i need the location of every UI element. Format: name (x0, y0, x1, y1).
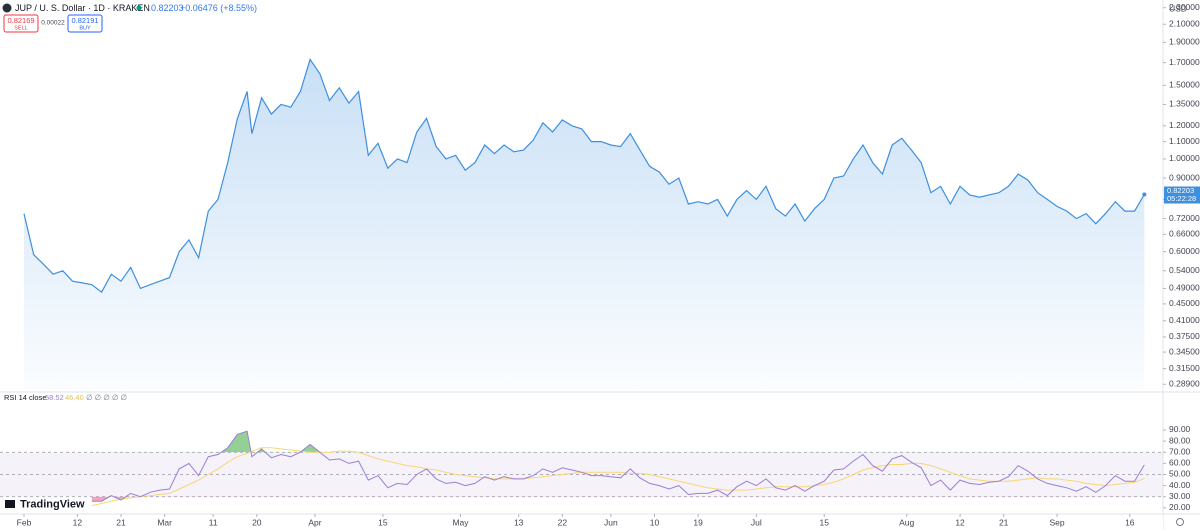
x-tick-label: Aug (899, 517, 914, 527)
x-tick-label: 12 (955, 517, 965, 527)
x-tick-label: 12 (73, 517, 83, 527)
x-tick-label: Feb (17, 517, 32, 527)
y-tick-label: 0.45000 (1169, 298, 1200, 308)
x-tick-label: 16 (1125, 517, 1135, 527)
x-tick-label: 22 (558, 517, 568, 527)
y-tick-label: 40.00 (1169, 480, 1191, 490)
brand-name: TradingView (20, 498, 85, 510)
time-axis-bg (0, 515, 1163, 530)
rsi-ma-last: 46.40 (65, 393, 84, 402)
oversold-fill (91, 496, 126, 502)
y-tick-label: 50.00 (1169, 469, 1191, 479)
y-tick-label: 0.90000 (1169, 172, 1200, 182)
rsi-line (91, 430, 1145, 502)
y-tick-label: 0.37500 (1169, 331, 1200, 341)
price-panel (23, 58, 1147, 391)
sell-price: 0.82169 (7, 16, 34, 25)
buy-label: BUY (79, 25, 91, 31)
y-tick-label: 1.10000 (1169, 136, 1200, 146)
y-tick-label: 0.49000 (1169, 283, 1200, 293)
price-change: +0.06476 (+8.55%) (180, 3, 257, 13)
y-tick-label: 0.41000 (1169, 315, 1200, 325)
y-tick-label: 0.28900 (1169, 379, 1200, 389)
rsi-last: 58.52 (45, 393, 64, 402)
symbol-title[interactable]: JUP / U. S. Dollar · 1D · KRAKEN (15, 3, 150, 13)
x-tick-label: 15 (820, 517, 830, 527)
x-tick-label: 11 (209, 517, 218, 527)
buy-price: 0.82191 (71, 16, 98, 25)
y-tick-label: 2.30000 (1169, 2, 1200, 12)
x-tick-label: 19 (693, 517, 703, 527)
x-tick-label: Sep (1049, 517, 1064, 527)
x-tick-label: 15 (378, 517, 388, 527)
x-tick-label: Apr (308, 517, 321, 527)
y-tick-label: 30.00 (1169, 491, 1191, 501)
rsi-ma-line (91, 447, 1145, 507)
price-tag-value: 0.82203 (1167, 186, 1194, 195)
rsi-panel (0, 430, 1163, 507)
y-tick-label: 1.00000 (1169, 153, 1200, 163)
y-tick-label: 1.35000 (1169, 99, 1200, 109)
rsi-title[interactable]: RSI 14 close (4, 393, 47, 402)
x-tick-label: 10 (650, 517, 660, 527)
price-line (23, 58, 1145, 294)
sell-button[interactable] (3, 14, 39, 33)
sell-label: SELL (14, 25, 27, 31)
y-tick-label: 0.66000 (1169, 229, 1200, 239)
brand[interactable]: TradingView (5, 498, 85, 510)
last-price: 0.82203 (151, 3, 184, 13)
price-tag-countdown: 05:22:28 (1167, 194, 1196, 203)
price-area (24, 59, 1145, 391)
y-tick-label: 1.50000 (1169, 80, 1200, 90)
y-tick-label: 1.70000 (1169, 57, 1200, 67)
currency-label[interactable]: USD (1169, 3, 1187, 13)
settings-icon[interactable] (1176, 518, 1184, 526)
x-tick-label: 21 (116, 517, 126, 527)
price-tag (1164, 186, 1200, 204)
y-tick-label: 0.72000 (1169, 213, 1200, 223)
x-tick-label: 13 (514, 517, 524, 527)
empty-values: ∅ ∅ ∅ ∅ ∅ (86, 393, 127, 402)
market-status (136, 5, 142, 11)
last-point (1142, 192, 1147, 197)
y-tick-label: 0.31500 (1169, 363, 1200, 373)
y-tick-label: 20.00 (1169, 502, 1191, 512)
x-tick-label: May (452, 517, 469, 527)
x-tick-label: 20 (252, 517, 262, 527)
spread: 0.00022 (41, 20, 65, 27)
x-tick-label: Mar (157, 517, 172, 527)
x-tick-label: Jul (751, 517, 762, 527)
x-tick-label: 21 (999, 517, 1009, 527)
y-tick-label: 70.00 (1169, 446, 1191, 456)
y-tick-label: 2.10000 (1169, 18, 1200, 28)
y-tick-label: 1.90000 (1169, 37, 1200, 47)
brand-logo (5, 500, 15, 508)
y-tick-label: 90.00 (1169, 424, 1191, 434)
y-tick-label: 80.00 (1169, 435, 1191, 445)
symbol-icon (2, 3, 12, 13)
y-tick-label: 0.54000 (1169, 265, 1200, 275)
y-tick-label: 0.34500 (1169, 346, 1200, 356)
x-tick-label: Jun (604, 517, 618, 527)
y-tick-label: 0.60000 (1169, 246, 1200, 256)
y-tick-label: 60.00 (1169, 458, 1191, 468)
y-tick-label: 1.20000 (1169, 120, 1200, 130)
buy-button[interactable] (67, 14, 103, 33)
